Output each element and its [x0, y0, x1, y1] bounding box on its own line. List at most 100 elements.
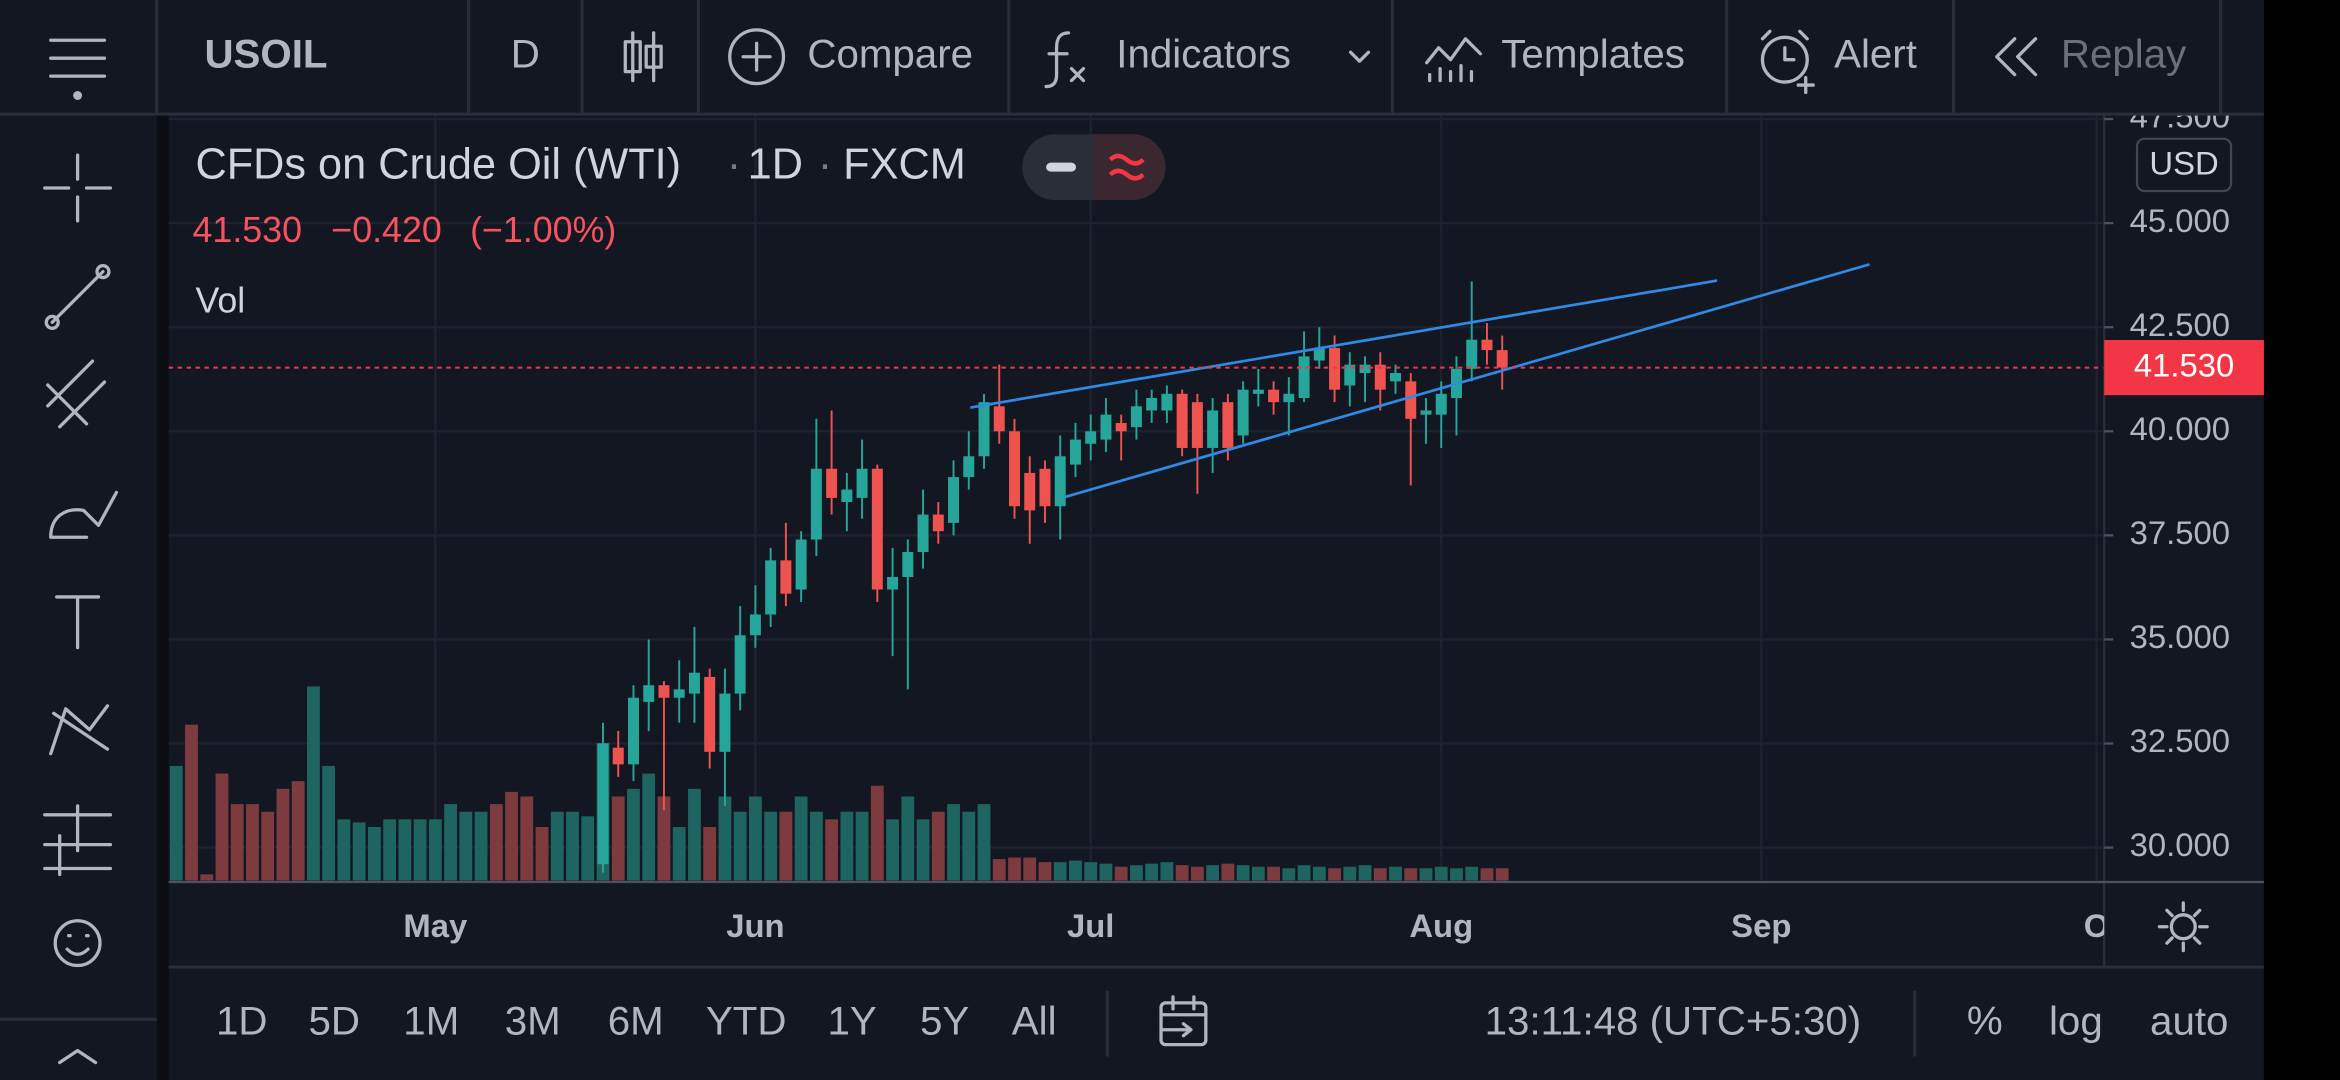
chart-type-button[interactable]	[623, 31, 663, 83]
volume-bar	[1312, 866, 1326, 881]
collapse-arrow[interactable]	[58, 1048, 98, 1065]
currency-box[interactable]	[2135, 137, 2233, 193]
compare-button[interactable]: Compare	[728, 28, 973, 86]
volume-bar	[672, 827, 686, 881]
y-tick-label: 40.000	[2130, 410, 2230, 447]
pattern-tool[interactable]	[49, 704, 110, 756]
volume-bar	[1008, 857, 1021, 881]
candle-body	[856, 468, 868, 498]
indicators-button[interactable]: Indicators	[1044, 31, 1371, 89]
candle-body	[1466, 339, 1478, 369]
time-axis: May Jun Jul Aug Sep O	[403, 907, 2104, 944]
candle-body	[1298, 356, 1310, 398]
range-button[interactable]: 1D	[216, 998, 268, 1043]
volume-bar	[1282, 868, 1296, 881]
volume-bar	[627, 788, 640, 881]
volume-bar	[474, 811, 488, 881]
volume-bar	[169, 765, 183, 881]
candle-body	[780, 560, 792, 594]
plus-circle	[728, 28, 786, 86]
legend-change-pct: (−1.00%)	[470, 210, 616, 250]
volume-bar	[1465, 866, 1479, 881]
plus	[741, 41, 772, 72]
candle-body	[1496, 350, 1508, 368]
volume-bar	[886, 819, 899, 881]
volume-bar	[764, 811, 778, 881]
candle-body	[1222, 402, 1234, 448]
volume-bar	[1099, 863, 1113, 881]
y-tick-label: 30.000	[2130, 826, 2230, 863]
settings-icon[interactable]	[2157, 901, 2209, 953]
fib-tool[interactable]	[46, 359, 107, 429]
templates-button[interactable]: Templates	[1425, 31, 1685, 83]
volume-bar	[840, 811, 854, 881]
legend-exchange: FXCM	[843, 141, 966, 189]
trendline-tool[interactable]	[50, 269, 105, 324]
series-toggle[interactable]	[1022, 134, 1166, 200]
y-tick-label: 35.000	[2130, 618, 2230, 655]
range-button[interactable]: 3M	[505, 998, 561, 1043]
templates-icon	[1425, 37, 1483, 83]
candle-body	[1130, 406, 1142, 428]
templates-label: Templates	[1501, 31, 1685, 76]
clock-hands	[1760, 29, 1815, 95]
candle-body	[1359, 364, 1371, 374]
volume-bar	[1221, 863, 1235, 881]
trend-line[interactable]	[970, 279, 1718, 409]
candle-body	[1039, 468, 1051, 507]
interval-button[interactable]: D	[511, 31, 540, 76]
y-tick-label: 45.000	[2130, 202, 2230, 239]
measure-tool[interactable]	[43, 804, 113, 877]
volume-bar	[1434, 866, 1448, 881]
clock-icon	[1760, 35, 1809, 84]
trend-line[interactable]	[1064, 263, 1870, 499]
goto-date-button[interactable]	[1159, 995, 1208, 1047]
volume-bar	[1053, 862, 1067, 881]
volume-bar	[337, 819, 351, 881]
range-button[interactable]: All	[1012, 998, 1057, 1043]
candle-body	[1435, 393, 1447, 415]
volume-bar	[1328, 868, 1341, 881]
volume-bar	[1038, 862, 1052, 881]
crosshair-tool[interactable]	[43, 153, 113, 223]
text-tool[interactable]	[55, 595, 101, 650]
range-button[interactable]: YTD	[706, 998, 787, 1043]
candle-body	[993, 406, 1005, 432]
candle-body	[1237, 389, 1249, 436]
range-button[interactable]: 1Y	[827, 998, 876, 1043]
range-button[interactable]: 5D	[309, 998, 361, 1043]
legend-interval: 1D	[748, 141, 803, 189]
volume-bar	[428, 819, 442, 881]
log-toggle[interactable]: log	[2049, 998, 2103, 1043]
volume-bar	[1023, 857, 1037, 881]
volume-bar	[947, 804, 960, 881]
auto-toggle[interactable]: auto	[2150, 998, 2228, 1043]
brush-tool[interactable]	[49, 490, 119, 539]
symbol-button[interactable]: USOIL	[204, 31, 327, 76]
replay-button[interactable]: Replay	[1995, 31, 2187, 76]
range-button[interactable]: 6M	[608, 998, 664, 1043]
candle-body	[1405, 381, 1417, 419]
candle-layer	[597, 281, 1508, 873]
x-tick-label: May	[403, 907, 468, 944]
emoji-tool[interactable]	[53, 919, 102, 968]
candle-body	[1420, 410, 1432, 415]
candle-body	[1115, 422, 1127, 432]
range-button[interactable]: 5Y	[920, 998, 969, 1043]
range-button[interactable]: 1M	[403, 998, 459, 1043]
candle-body	[1069, 439, 1081, 465]
last-price-label: 41.530	[2134, 346, 2234, 383]
fx-icon	[1044, 31, 1086, 89]
candle-body	[1161, 393, 1173, 411]
indicators-label: Indicators	[1116, 31, 1291, 76]
alert-button[interactable]: Alert	[1760, 29, 1917, 95]
volume-bar	[611, 796, 625, 881]
menu-button[interactable]	[49, 38, 107, 100]
toggle-right[interactable]	[1093, 134, 1166, 200]
percent-toggle[interactable]: %	[1967, 998, 2003, 1043]
candle-body	[902, 552, 914, 577]
candle-body	[1481, 339, 1493, 351]
currency-badge[interactable]: USD	[2135, 137, 2233, 193]
drawing-layer	[168, 263, 2105, 499]
candle-body	[1344, 364, 1356, 386]
